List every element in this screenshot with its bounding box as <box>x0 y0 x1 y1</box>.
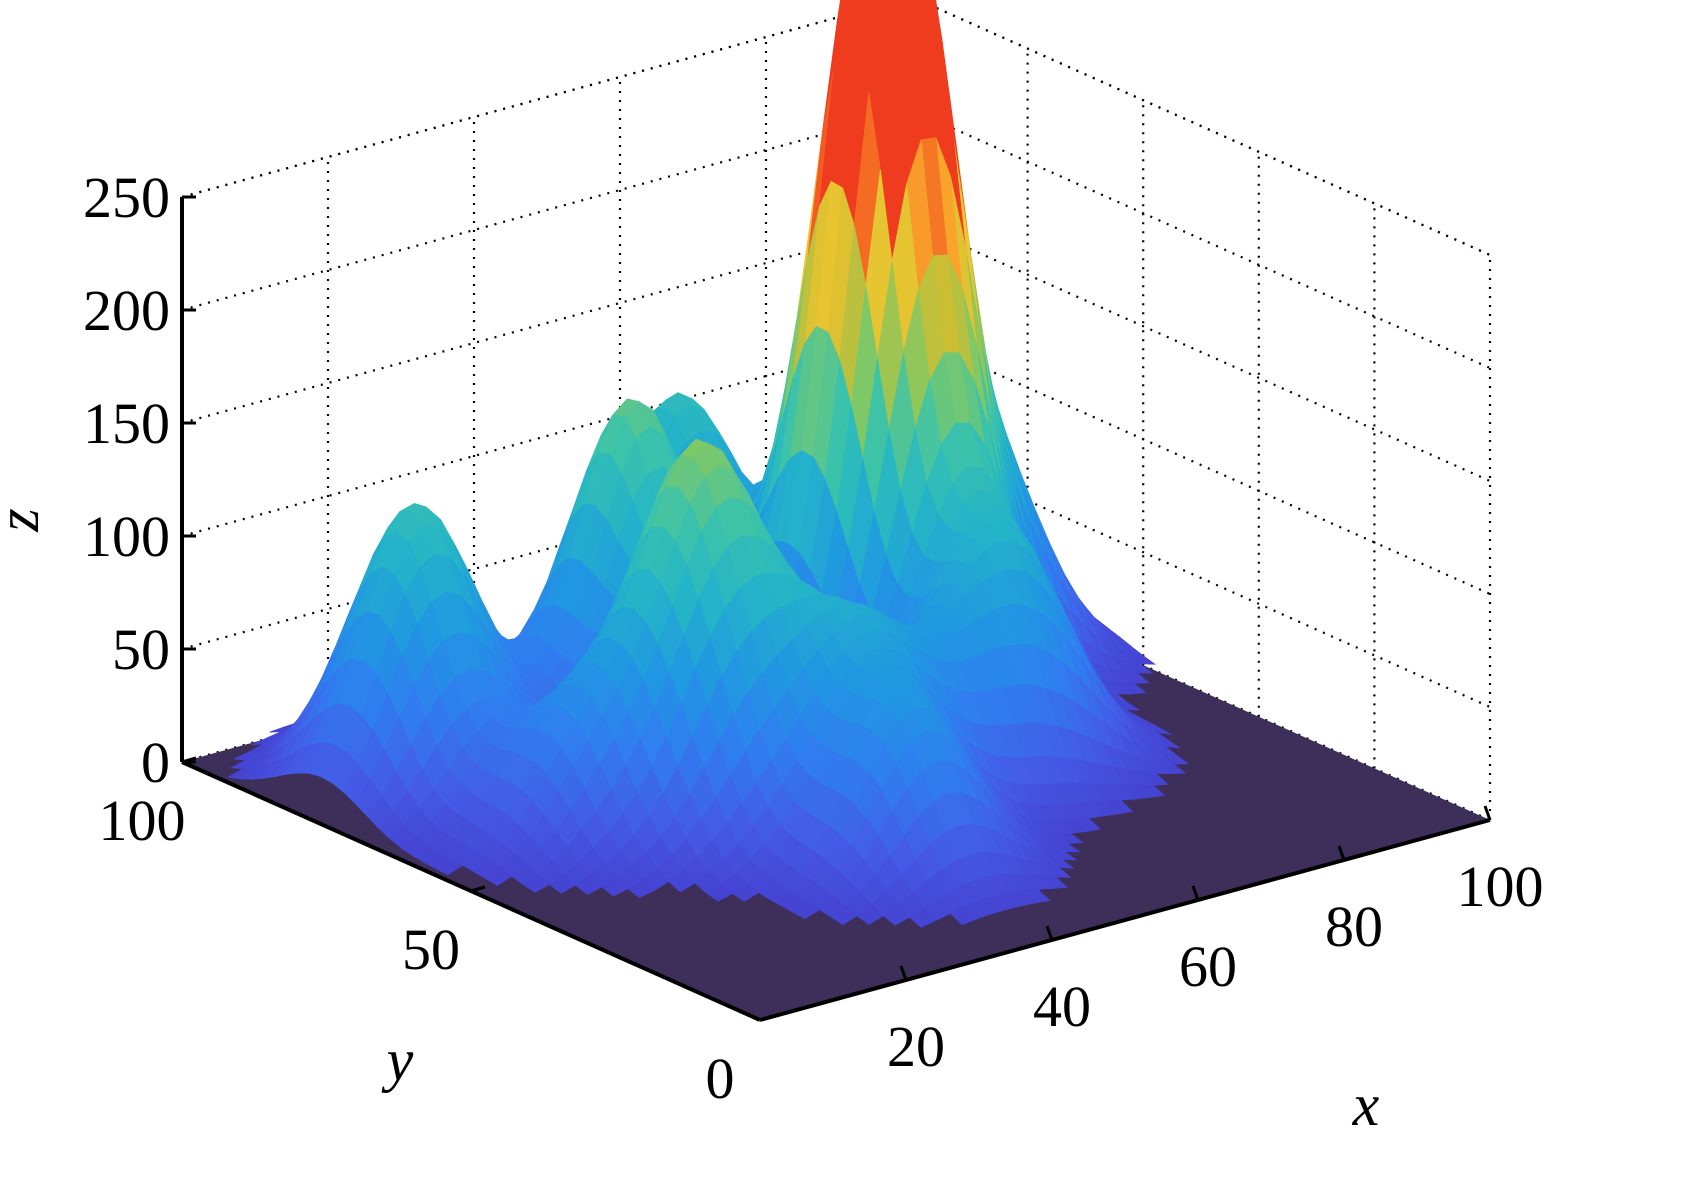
z-tick-label: 0 <box>141 730 170 795</box>
grid-frame <box>181 0 906 199</box>
z-axis-label: z <box>0 508 51 532</box>
grid-line-z-back <box>181 221 913 425</box>
x-tick-mark <box>899 965 908 981</box>
y-tick-mark <box>181 756 197 764</box>
x-tick-label: 40 <box>1033 974 1091 1039</box>
surface-patch <box>435 858 464 876</box>
x-tick-mark <box>1191 885 1200 901</box>
surface-patch <box>668 870 696 893</box>
surface-patch <box>705 883 734 902</box>
surface-patch <box>830 905 858 926</box>
surface-patch <box>601 877 629 897</box>
x-tick-label: 60 <box>1179 934 1237 999</box>
surface-patch <box>522 873 551 893</box>
surface-patch <box>949 906 978 925</box>
x-tick-label: 20 <box>887 1014 945 1079</box>
grid-line-z-right <box>911 447 1491 709</box>
surface-patch <box>856 904 885 925</box>
y-axis-label: y <box>381 1027 414 1093</box>
x-axis-line <box>759 818 1491 1022</box>
x-tick-label: 100 <box>1457 854 1544 919</box>
surface-patch <box>548 873 577 894</box>
y-tick-label: 50 <box>402 917 460 982</box>
x-tick-mark <box>1337 845 1346 861</box>
grid-line-z-right <box>916 0 1491 257</box>
x-tick-label: 80 <box>1325 894 1383 959</box>
grid-line-z-right <box>911 334 1491 596</box>
y-tick-mark <box>759 1014 775 1022</box>
y-tick-label: 0 <box>706 1046 735 1111</box>
surface-patch <box>627 879 655 899</box>
z-tick-label: 50 <box>112 617 170 682</box>
z-tick-label: 100 <box>83 504 170 569</box>
grid-line-z-right <box>911 221 1491 483</box>
surface-layer <box>182 0 1490 1020</box>
y-tick-label: 100 <box>99 788 186 853</box>
grid-line-z-back <box>181 0 906 199</box>
grid-frame <box>916 0 1491 257</box>
surface-patch <box>882 904 911 926</box>
surface-patch <box>484 867 513 886</box>
surface-patch <box>731 883 760 902</box>
x-tick-mark <box>1045 925 1054 941</box>
y-tick-mark <box>470 885 486 893</box>
surface-patch <box>574 875 603 895</box>
z-tick-label: 250 <box>83 165 170 230</box>
surface-patch <box>908 907 937 928</box>
x-axis-label: x <box>1352 1072 1380 1138</box>
x-tick-mark <box>1483 805 1492 821</box>
grid-line-z-right <box>911 108 1491 370</box>
labels-layer: x y z <box>0 508 1380 1138</box>
grid-line-z-back <box>181 108 913 312</box>
z-tick-label: 200 <box>83 278 170 343</box>
z-tick-label: 150 <box>83 391 170 456</box>
surface-patch <box>792 901 821 920</box>
